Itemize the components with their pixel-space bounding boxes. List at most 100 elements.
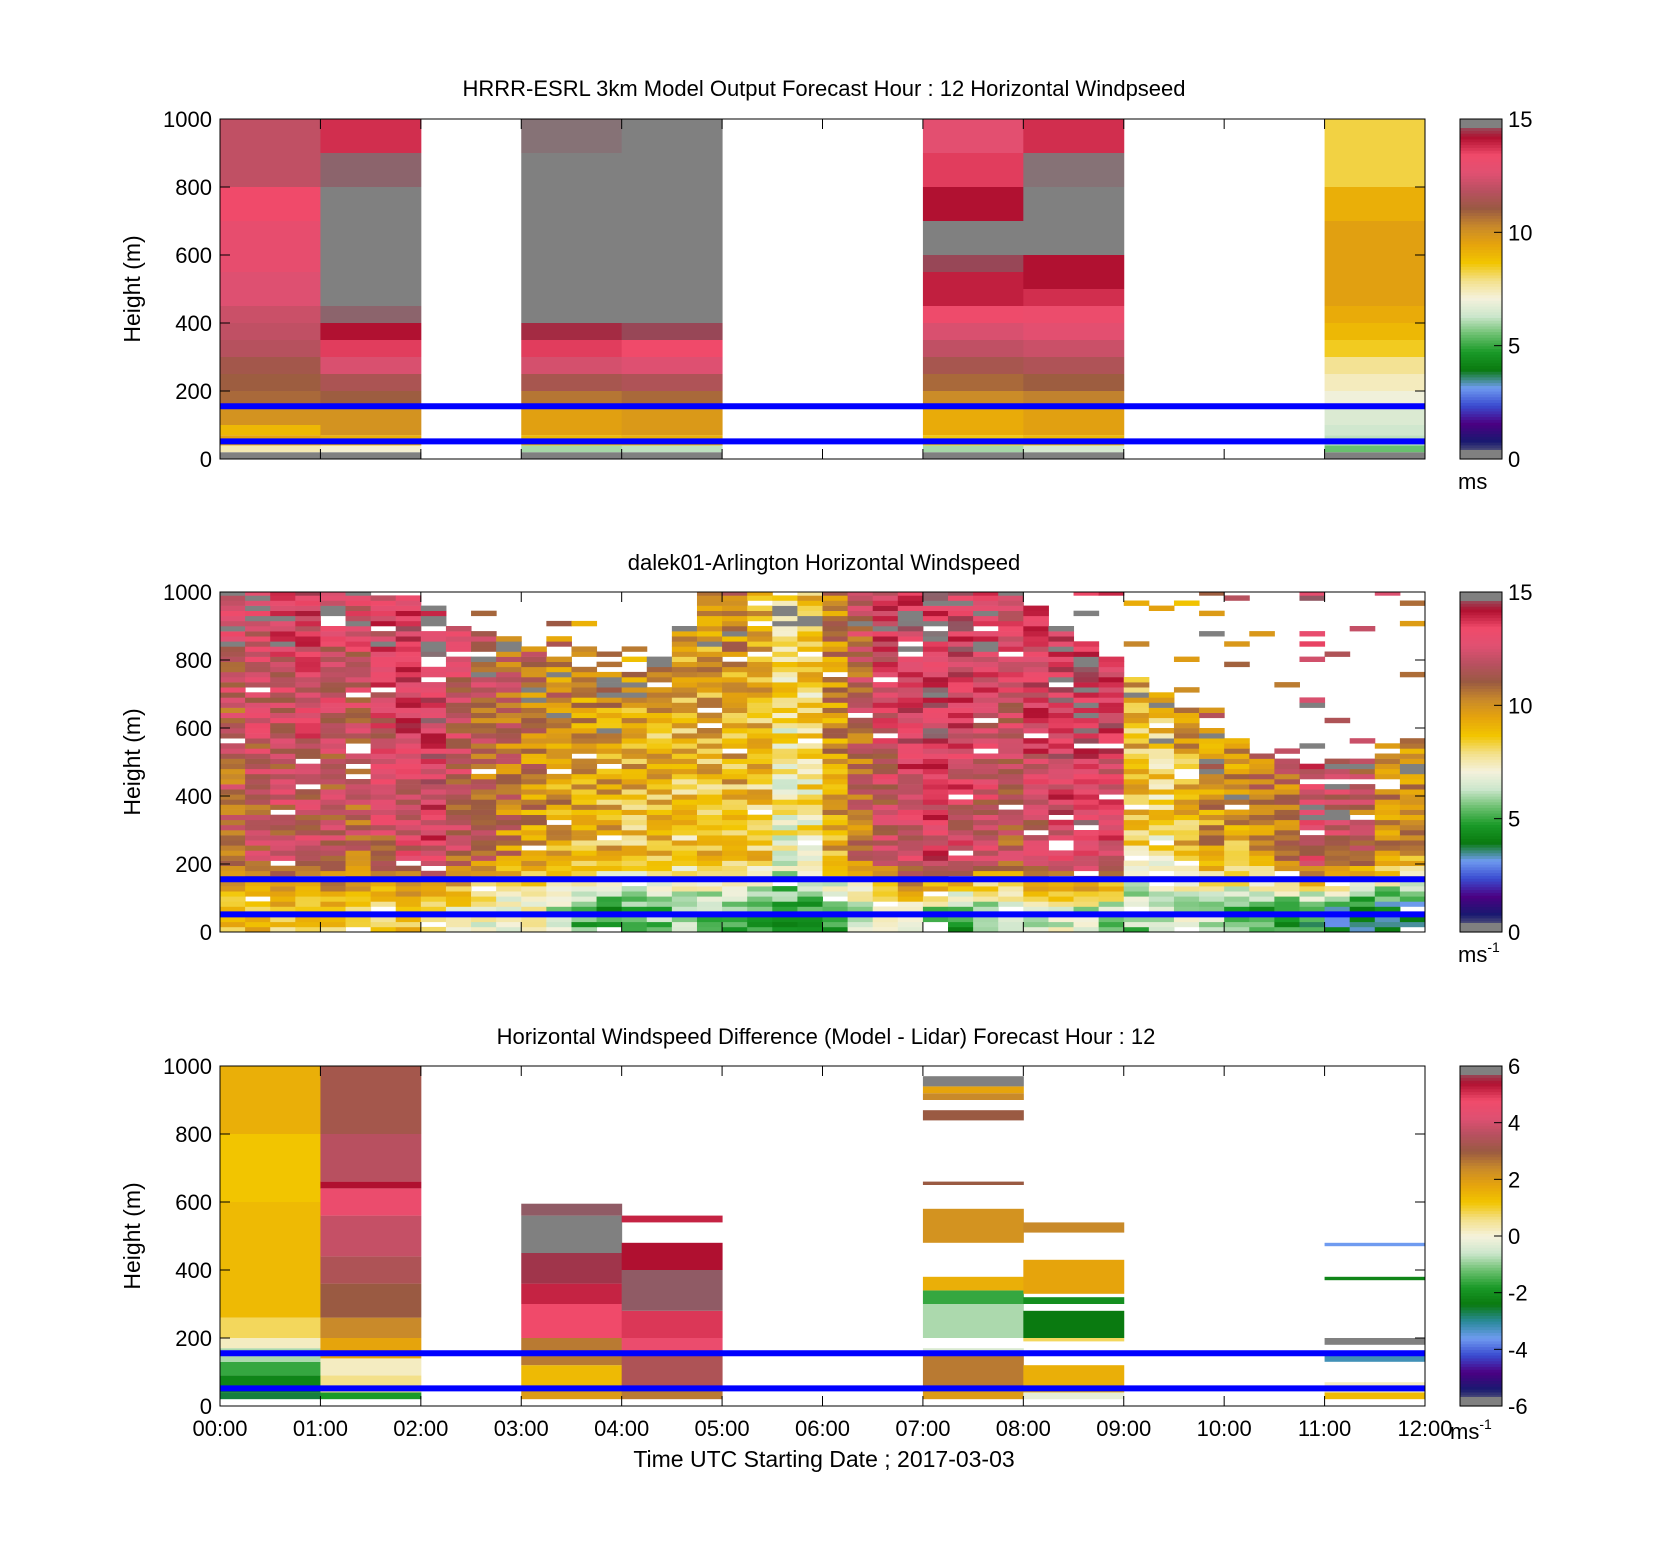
heatmap-cell: [420, 682, 447, 688]
heatmap-cell: [1023, 408, 1125, 436]
colorbar-step: [1460, 399, 1502, 403]
y-tick-label: 600: [175, 1190, 212, 1215]
heatmap-cell: [320, 692, 347, 698]
heatmap-cell: [320, 656, 347, 662]
heatmap-cell: [772, 600, 798, 606]
heatmap-cell: [1098, 738, 1125, 744]
heatmap-cell: [1324, 896, 1351, 902]
heatmap-cell: [220, 819, 246, 826]
colorbar-step: [1460, 892, 1502, 896]
heatmap-cell: [1374, 814, 1401, 821]
heatmap-cell: [571, 697, 598, 703]
heatmap-cell: [521, 819, 547, 826]
heatmap-cell: [1173, 896, 1200, 902]
heatmap-cell: [420, 620, 447, 627]
colorbar-step: [1460, 266, 1502, 270]
colorbar-step: [1460, 1227, 1502, 1231]
heatmap-cell: [646, 860, 673, 866]
heatmap-cell: [646, 687, 673, 693]
heatmap-cell: [998, 620, 1024, 627]
heatmap-cell: [948, 692, 974, 698]
heatmap-cell: [722, 835, 748, 841]
colorbar-step: [1460, 393, 1502, 398]
heatmap-cell: [948, 804, 974, 810]
heatmap-cell: [621, 119, 723, 323]
heatmap-cell: [245, 620, 271, 627]
heatmap-cell: [521, 357, 623, 374]
heatmap-cell: [445, 809, 472, 815]
heatmap-cell: [1148, 605, 1175, 611]
heatmap-cell: [521, 702, 547, 708]
heatmap-cell: [420, 646, 447, 652]
colorbar-step: [1460, 1207, 1502, 1212]
colorbar-step: [1460, 1258, 1502, 1263]
heatmap-cell: [345, 666, 372, 673]
heatmap-cell: [1299, 631, 1326, 637]
heatmap-cell: [445, 682, 472, 688]
heatmap-cell: [1374, 926, 1401, 932]
heatmap-cell: [671, 804, 698, 810]
heatmap-cell: [1349, 835, 1376, 841]
heatmap-cell: [897, 605, 924, 611]
heatmap-cell: [747, 748, 773, 754]
heatmap-cell: [445, 901, 472, 907]
heatmap-cell: [320, 1392, 422, 1400]
heatmap-cell: [621, 445, 723, 453]
heatmap-cell: [1148, 830, 1175, 836]
colorbar-step: [1460, 184, 1502, 188]
heatmap-cell: [345, 661, 372, 668]
heatmap-cell: [646, 677, 673, 683]
heatmap-cell: [220, 651, 246, 657]
heatmap-cell: [220, 682, 246, 688]
heatmap-cell: [1299, 891, 1326, 897]
heatmap-cell: [1199, 901, 1225, 907]
heatmap-cell: [822, 789, 849, 795]
heatmap-cell: [1173, 921, 1200, 928]
heatmap-cell: [696, 799, 723, 805]
heatmap-cell: [471, 819, 497, 826]
heatmap-cell: [696, 926, 723, 932]
heatmap-cell: [395, 763, 422, 770]
colorbar-step: [1460, 223, 1502, 228]
heatmap-cell: [1123, 840, 1150, 846]
colorbar-step: [1460, 614, 1502, 619]
heatmap-cell: [1173, 600, 1200, 606]
heatmap-cell: [872, 707, 899, 713]
heatmap-cell: [1023, 789, 1049, 795]
heatmap-cell: [772, 615, 798, 622]
heatmap-cell: [621, 870, 648, 877]
heatmap-cell: [872, 712, 899, 719]
heatmap-cell: [320, 763, 347, 770]
heatmap-cell: [1073, 712, 1100, 719]
heatmap-cell: [646, 707, 673, 713]
heatmap-cell: [345, 682, 372, 688]
heatmap-cell: [245, 758, 271, 764]
heatmap-cell: [722, 886, 748, 892]
heatmap-cell: [596, 901, 623, 907]
heatmap-cell: [1173, 804, 1200, 810]
colorbar-step: [1460, 1190, 1502, 1195]
heatmap-cell: [1274, 814, 1300, 821]
heatmap-cell: [1023, 916, 1049, 923]
heatmap-cell: [872, 830, 899, 836]
heatmap-cell: [722, 870, 748, 877]
heatmap-cell: [998, 916, 1024, 923]
heatmap-cell: [671, 850, 698, 856]
heatmap-cell: [847, 845, 874, 851]
heatmap-cell: [998, 677, 1024, 683]
heatmap-cell: [1324, 824, 1351, 831]
heatmap-cell: [496, 743, 522, 749]
heatmap-cell: [370, 605, 397, 611]
heatmap-cell: [922, 1304, 1024, 1338]
heatmap-cell: [1073, 641, 1100, 647]
heatmap-cell: [897, 891, 924, 897]
heatmap-cell: [822, 794, 849, 800]
heatmap-cell: [295, 626, 321, 632]
colorbar-cap: [1460, 923, 1502, 932]
heatmap-cell: [1299, 697, 1326, 703]
heatmap-cell: [496, 896, 522, 902]
heatmap-cell: [245, 636, 271, 642]
heatmap-cell: [220, 779, 246, 785]
heatmap-cell: [948, 773, 974, 780]
heatmap-cell: [596, 661, 623, 668]
